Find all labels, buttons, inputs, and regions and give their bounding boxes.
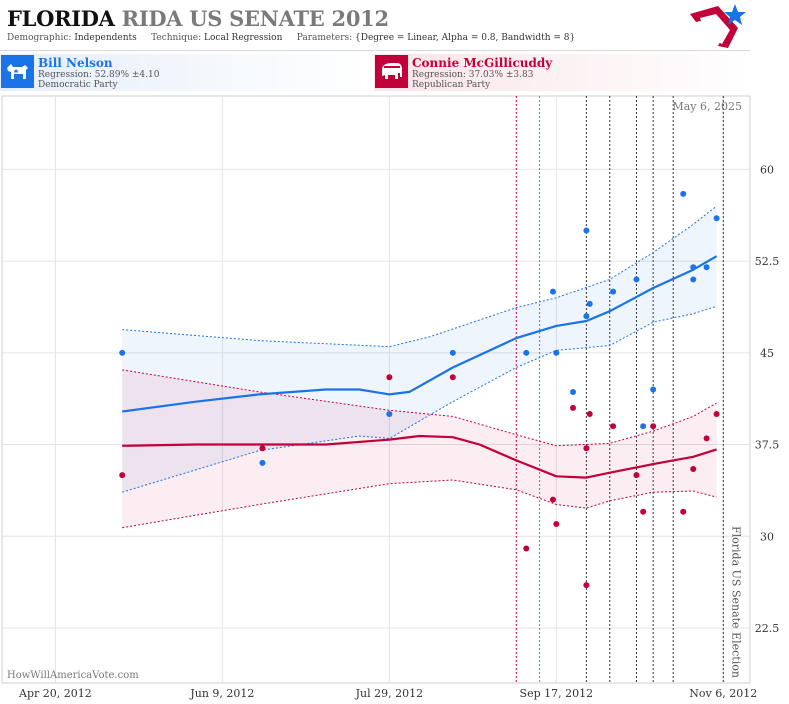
title-state: FLORIDA [7, 6, 115, 31]
mcgillicuddy-poll-point[interactable] [549, 496, 556, 503]
mcgillicuddy-poll-point[interactable] [523, 545, 530, 552]
mcgillicuddy-poll-point[interactable] [586, 410, 593, 417]
mcgillicuddy-poll-point[interactable] [633, 472, 640, 479]
mcgillicuddy-poll-point[interactable] [583, 445, 590, 452]
site-logo-icon[interactable] [688, 2, 750, 50]
nelson-poll-point[interactable] [386, 410, 393, 417]
nelson-poll-point[interactable] [259, 459, 266, 466]
candidate-republican: Connie McGillicuddy Regression: 37.03% ±… [374, 54, 749, 91]
mcgillicuddy-lower-bound [122, 479, 717, 529]
nelson-poll-point[interactable] [570, 388, 577, 395]
mcgillicuddy-poll-point[interactable] [119, 472, 126, 479]
as-of-date: May 6, 2025 [672, 100, 742, 113]
watermark: HowWillAmericaVote.com [7, 670, 139, 681]
nelson-upper-bound [122, 205, 717, 348]
mcgillicuddy-poll-point[interactable] [570, 404, 577, 411]
nelson-poll-point[interactable] [690, 276, 697, 283]
candidate-regression: Regression: 52.89% ±4.10 [38, 70, 160, 80]
nelson-poll-point[interactable] [586, 300, 593, 307]
mcgillicuddy-poll-point[interactable] [680, 508, 687, 515]
y-tick-label: 45 [760, 347, 774, 360]
nelson-poll-point[interactable] [523, 349, 530, 356]
nelson-confidence-band [122, 206, 717, 493]
nelson-poll-point[interactable] [449, 349, 456, 356]
candidate-name: Bill Nelson [38, 56, 113, 70]
demographic-value: Independents [74, 33, 137, 43]
mcgillicuddy-poll-point[interactable] [583, 582, 590, 589]
mcgillicuddy-upper-bound [122, 369, 717, 447]
nelson-poll-point[interactable] [703, 264, 710, 271]
mcgillicuddy-poll-point[interactable] [713, 410, 720, 417]
candidate-regression: Regression: 37.03% ±3.83 [412, 70, 534, 80]
x-tick-label: Apr 20, 2012 [18, 687, 92, 700]
nelson-trend-line [122, 255, 718, 413]
nelson-poll-point[interactable] [119, 349, 126, 356]
mcgillicuddy-confidence-band [122, 369, 717, 528]
mcgillicuddy-poll-point[interactable] [449, 374, 456, 381]
mcgillicuddy-poll-point[interactable] [259, 445, 266, 452]
mcgillicuddy-poll-point[interactable] [690, 465, 697, 472]
nelson-poll-point[interactable] [610, 288, 617, 295]
mcgillicuddy-poll-point[interactable] [650, 423, 657, 430]
page-title: FLORIDA RIDA US SENATE 2012 [7, 6, 389, 31]
candidate-party: Democratic Party [38, 80, 118, 90]
parameters-label: Parameters: [296, 33, 353, 43]
demographic-label: Demographic: [7, 33, 72, 43]
mcgillicuddy-trend-line [122, 434, 717, 479]
nelson-poll-point[interactable] [549, 288, 556, 295]
nelson-poll-point[interactable] [713, 215, 720, 222]
title-race: RIDA US SENATE 2012 [121, 6, 389, 31]
y-tick-label: 30 [760, 530, 774, 543]
header: FLORIDA RIDA US SENATE 2012 Demographic:… [0, 0, 750, 51]
nelson-lower-bound [122, 305, 717, 493]
election-label: Florida US Senate Election [729, 526, 742, 678]
x-tick-label: Sep 17, 2012 [520, 687, 594, 700]
y-tick-label: 22.5 [755, 622, 780, 635]
parameters-value: {Degree = Linear, Alpha = 0.8, Bandwidth… [355, 33, 576, 43]
x-tick-label: Nov 6, 2012 [689, 687, 757, 700]
donkey-icon [1, 55, 34, 88]
nelson-poll-point[interactable] [640, 423, 647, 430]
x-tick-label: Jun 9, 2012 [189, 687, 254, 700]
y-tick-label: 37.5 [755, 439, 780, 452]
mcgillicuddy-poll-point[interactable] [553, 521, 560, 528]
technique-label: Technique: [151, 33, 202, 43]
nelson-poll-point[interactable] [690, 264, 697, 271]
mcgillicuddy-poll-point[interactable] [640, 508, 647, 515]
nelson-poll-point[interactable] [633, 276, 640, 283]
y-tick-label: 60 [760, 163, 774, 176]
y-tick-label: 52.5 [755, 255, 780, 268]
candidate-name: Connie McGillicuddy [412, 56, 553, 70]
mcgillicuddy-poll-point[interactable] [703, 435, 710, 442]
elephant-icon [375, 55, 408, 88]
technique-value: Local Regression [204, 33, 283, 43]
chart-parameters: Demographic: Independents Technique: Loc… [7, 33, 575, 43]
nelson-poll-point[interactable] [650, 386, 657, 393]
x-tick-label: Jul 29, 2012 [355, 687, 424, 700]
nelson-poll-point[interactable] [680, 190, 687, 197]
plot-frame [1, 95, 751, 684]
candidate-democrat: Bill Nelson Regression: 52.89% ±4.10 Dem… [0, 54, 372, 91]
mcgillicuddy-poll-point[interactable] [610, 423, 617, 430]
mcgillicuddy-poll-point[interactable] [386, 374, 393, 381]
nelson-poll-point[interactable] [553, 349, 560, 356]
candidate-party: Republican Party [412, 80, 491, 90]
nelson-poll-point[interactable] [583, 227, 590, 234]
nelson-poll-point[interactable] [583, 313, 590, 320]
